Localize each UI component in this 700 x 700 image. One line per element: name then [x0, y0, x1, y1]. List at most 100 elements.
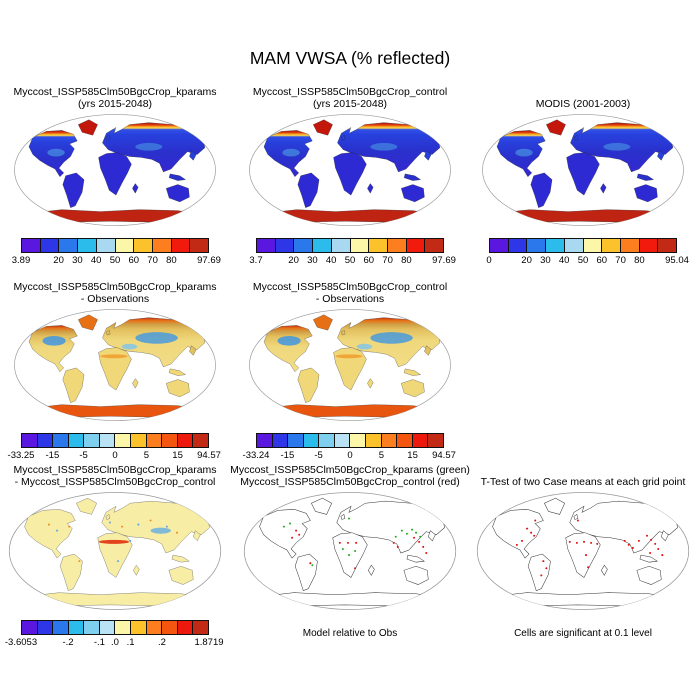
colorbar: 0 20 30 40 50 60 70 80 95.04 — [486, 238, 689, 266]
colorbar-segment — [583, 239, 603, 252]
colorbar: -3.6053 -.2 -.1 .0 .1 .2 1.8719 — [5, 620, 224, 648]
colorbar-segment — [381, 434, 398, 447]
panel-title: Myccost_ISSP585Clm50BgcCrop_control (yrs… — [237, 84, 463, 110]
colorbar-segment — [527, 239, 547, 252]
colorbar-segment — [193, 621, 208, 634]
colorbar-tick-label: 20 — [288, 255, 299, 266]
colorbar-segment — [40, 239, 60, 252]
colorbar-tick-label: 80 — [634, 255, 645, 266]
colorbar-segment — [546, 239, 565, 252]
colorbar-segment — [53, 621, 69, 634]
colorbar-segment — [22, 621, 38, 634]
world-map-control-minus-obs — [237, 307, 463, 423]
colorbar: 3.7 20 30 40 50 60 70 80 97.69 — [249, 238, 456, 266]
colorbar-segment — [658, 239, 677, 252]
colorbar-tick-label: 15 — [407, 450, 418, 461]
panel-title: Myccost_ISSP585Clm50BgcCrop_kparams - My… — [2, 462, 228, 488]
colorbar-tick-label: 20 — [521, 255, 532, 266]
colorbar-tick-label: 50 — [109, 255, 121, 266]
colorbar-segment — [602, 239, 621, 252]
colorbar-segment — [366, 434, 382, 447]
colorbar-segment — [190, 239, 209, 252]
colorbar-tick-label: 15 — [172, 450, 183, 461]
panel-title: Myccost_ISSP585Clm50BgcCrop_kparams - Ob… — [2, 279, 228, 305]
colorbar: 3.89 20 30 40 50 60 70 80 97.69 — [12, 238, 221, 266]
colorbar-tick-label: -5 — [314, 450, 323, 461]
colorbar-ticks: -3.6053 -.2 -.1 .0 .1 .2 1.8719 — [5, 635, 224, 648]
colorbar-ticks: 0 20 30 40 50 60 70 80 95.04 — [486, 253, 689, 266]
colorbar-tick-label: 0 — [347, 450, 353, 461]
colorbar-segment — [99, 621, 116, 634]
colorbar-segment — [257, 434, 273, 447]
colorbar-segment — [115, 434, 132, 447]
panel-title-line2: Myccost_ISSP585Clm50BgcCrop_control (red… — [240, 476, 460, 488]
colorbar-segment — [508, 239, 528, 252]
colorbar-segment — [131, 434, 147, 447]
colorbar-segment — [131, 621, 147, 634]
colorbar-segment — [313, 239, 332, 252]
colorbar-segment — [331, 239, 351, 252]
panel-title-line2: (yrs 2015-2048) — [77, 98, 153, 110]
panel-title-line2: - Observations — [315, 293, 385, 305]
colorbar-segment — [78, 239, 97, 252]
colorbar-tick-label: 20 — [53, 255, 64, 266]
colorbar-tick-label: 3.89 — [11, 255, 31, 266]
panel-title-line2: - Myccost_ISSP585Clm50BgcCrop_control — [14, 476, 216, 488]
colorbar-strip — [256, 433, 444, 448]
colorbar-tick-label: 97.69 — [432, 255, 456, 266]
panel-title-line1: MODIS (2001-2003) — [535, 98, 631, 110]
panel-kparams-minus-control: Myccost_ISSP585Clm50BgcCrop_kparams - My… — [2, 462, 228, 648]
colorbar-segment — [115, 621, 132, 634]
colorbar-segment — [37, 621, 54, 634]
panel-title-line1: T-Test of two Case means at each grid po… — [480, 476, 686, 488]
colorbar-strip — [21, 433, 209, 448]
panel-kparams-abs: Myccost_ISSP585Clm50BgcCrop_kparams (yrs… — [2, 84, 228, 266]
colorbar-tick-label: .2 — [158, 637, 166, 648]
colorbar-tick-label: .1 — [126, 637, 135, 648]
world-map-kparams — [2, 112, 228, 228]
colorbar-segment — [397, 434, 413, 447]
colorbar-segment — [53, 434, 69, 447]
colorbar-tick-label: 30 — [540, 255, 551, 266]
panel-title-line2: (yrs 2015-2048) — [312, 98, 388, 110]
colorbar-segment — [59, 239, 79, 252]
colorbar-segment — [84, 621, 100, 634]
colorbar-segment — [68, 434, 85, 447]
panel-title: Myccost_ISSP585Clm50BgcCrop_kparams (gre… — [230, 462, 470, 488]
panel-kparams-minus-obs: Myccost_ISSP585Clm50BgcCrop_kparams - Ob… — [2, 279, 228, 461]
colorbar-segment — [620, 239, 640, 252]
colorbar-segment — [193, 434, 208, 447]
colorbar-segment — [22, 239, 41, 252]
world-map-control — [237, 112, 463, 228]
colorbar-segment — [428, 434, 443, 447]
colorbar-tick-label: -33.25 — [7, 450, 35, 461]
panel-model-relative-obs: Myccost_ISSP585Clm50BgcCrop_kparams (gre… — [230, 462, 470, 639]
colorbar-segment — [134, 239, 153, 252]
colorbar-tick-label: 5 — [143, 450, 150, 461]
colorbar-tick-label: 0 — [486, 255, 492, 266]
colorbar-tick-label: 60 — [596, 255, 608, 266]
colorbar-segment — [37, 434, 54, 447]
colorbar-tick-label: -.2 — [62, 637, 74, 648]
colorbar-tick-label: 97.69 — [197, 255, 221, 266]
colorbar-tick-label: 94.57 — [197, 450, 221, 461]
panel-title: T-Test of two Case means at each grid po… — [470, 462, 696, 488]
world-map-ttest — [470, 490, 696, 612]
colorbar-tick-label: 5 — [378, 450, 385, 461]
panel-control-abs: Myccost_ISSP585Clm50BgcCrop_control (yrs… — [237, 84, 463, 266]
panel-title: MODIS (2001-2003) — [470, 84, 696, 110]
colorbar-segment — [272, 434, 289, 447]
colorbar-segment — [162, 621, 178, 634]
colorbar-tick-label: 70 — [382, 255, 393, 266]
colorbar-segment — [303, 434, 320, 447]
colorbar-tick-label: 70 — [615, 255, 626, 266]
panel-title-line2: - Observations — [80, 293, 150, 305]
colorbar-tick-label: 40 — [325, 255, 337, 266]
colorbar-segment — [564, 239, 584, 252]
colorbar-ticks: -33.25 -15 -5 0 5 15 94.57 — [8, 448, 221, 461]
colorbar-segment — [369, 239, 388, 252]
colorbar-segment — [406, 239, 426, 252]
colorbar-tick-label: 30 — [72, 255, 83, 266]
colorbar-tick-label: 40 — [90, 255, 102, 266]
